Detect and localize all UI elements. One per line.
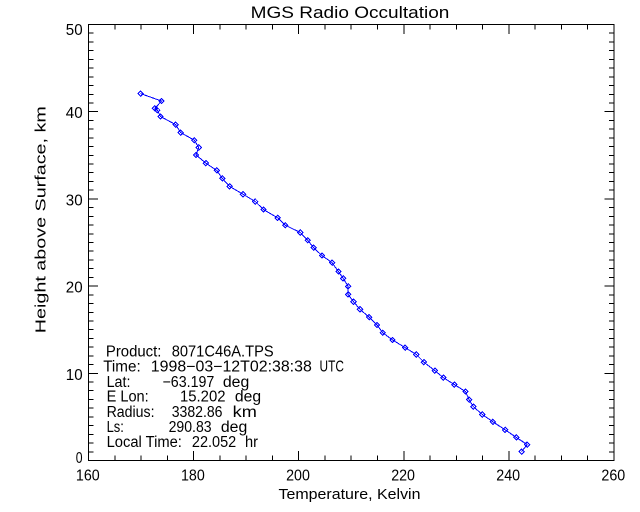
svg-text:MGS Radio Occultation: MGS Radio Occultation — [251, 3, 450, 22]
svg-text:10: 10 — [66, 367, 83, 384]
svg-text:Temperature, Kelvin: Temperature, Kelvin — [279, 486, 421, 503]
svg-text:180: 180 — [181, 468, 205, 485]
svg-text:20: 20 — [66, 280, 83, 297]
svg-text:260: 260 — [601, 468, 625, 485]
svg-text:Height above Surface, km: Height above Surface, km — [32, 106, 49, 333]
svg-text:50: 50 — [66, 22, 83, 39]
svg-text:220: 220 — [391, 468, 415, 485]
svg-text:160: 160 — [76, 468, 100, 485]
svg-text:240: 240 — [496, 468, 520, 485]
svg-text:Product:8071C46A.TPS: Product: 8071C46A.TPS — [106, 344, 274, 361]
svg-text:200: 200 — [286, 468, 310, 485]
svg-text:40: 40 — [66, 105, 83, 122]
svg-text:30: 30 — [66, 192, 83, 209]
svg-text:0: 0 — [76, 450, 83, 467]
